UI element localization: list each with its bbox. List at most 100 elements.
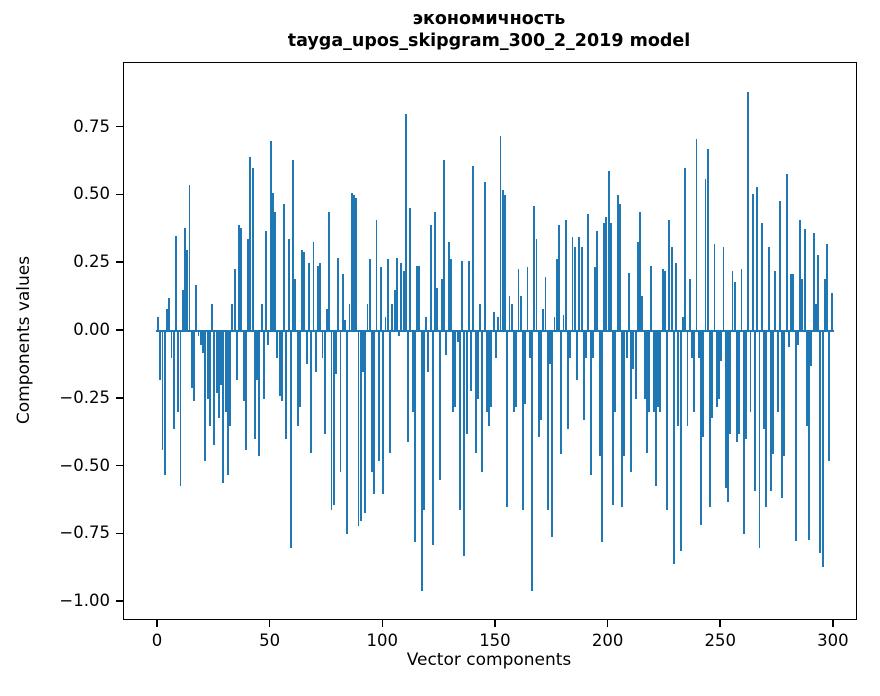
bar <box>722 246 725 331</box>
bar <box>224 331 227 413</box>
bar <box>826 244 829 331</box>
bar <box>364 331 367 513</box>
x-tick-label: 200 <box>591 631 624 650</box>
y-tick-label: 0.00 <box>73 320 110 339</box>
bar <box>359 331 362 521</box>
bar <box>166 309 168 331</box>
bar <box>208 331 211 426</box>
bar <box>517 268 520 331</box>
bar <box>362 331 364 372</box>
bar <box>751 194 754 331</box>
bar <box>420 331 423 592</box>
bar <box>238 225 241 331</box>
bar <box>666 331 669 510</box>
y-tick-label: −0.75 <box>59 523 110 543</box>
bar <box>819 331 822 554</box>
bar <box>337 257 340 331</box>
bar <box>641 295 644 331</box>
bar <box>814 303 817 331</box>
bar <box>616 195 619 331</box>
bar <box>578 237 581 331</box>
bar <box>393 290 396 331</box>
bar <box>612 331 615 505</box>
bar <box>627 272 630 331</box>
bar <box>533 206 536 331</box>
y-tick-label: −1.00 <box>59 591 110 611</box>
bar <box>704 179 707 331</box>
bar <box>794 331 797 542</box>
bar <box>634 331 637 399</box>
bar <box>310 331 313 453</box>
bar <box>395 257 398 331</box>
bar <box>625 331 628 359</box>
bar <box>197 331 200 337</box>
bar <box>661 268 664 331</box>
bar <box>285 331 288 440</box>
bar <box>537 331 540 437</box>
bar <box>632 331 635 369</box>
bar <box>727 331 729 502</box>
bar <box>510 303 513 331</box>
y-tick-label: 0.75 <box>73 116 110 136</box>
bar <box>492 312 495 331</box>
bar <box>587 214 590 331</box>
bar <box>335 331 337 375</box>
bar <box>328 211 331 331</box>
bar <box>645 331 648 453</box>
bar <box>600 331 603 543</box>
bar <box>688 279 691 331</box>
bar <box>188 184 191 331</box>
bar <box>265 230 268 331</box>
bar <box>670 246 673 331</box>
bar <box>765 331 768 508</box>
bar <box>738 331 741 435</box>
bar <box>573 246 576 331</box>
bar <box>438 331 441 481</box>
y-tick-label: −0.25 <box>59 387 110 407</box>
bar <box>618 203 621 331</box>
y-tick-mark <box>116 600 123 602</box>
bar <box>251 168 254 331</box>
bar <box>431 331 434 546</box>
y-tick-mark <box>116 193 123 196</box>
bar <box>731 271 734 331</box>
bar <box>650 265 653 331</box>
bar <box>271 192 274 331</box>
bar <box>472 165 475 331</box>
bar <box>774 271 777 331</box>
bar <box>636 241 639 331</box>
bar <box>179 331 182 486</box>
bar <box>413 331 416 543</box>
bar <box>817 255 820 331</box>
bar <box>742 331 745 535</box>
bar <box>598 331 601 456</box>
bar <box>308 263 310 331</box>
bar <box>659 331 662 413</box>
bar <box>242 331 245 402</box>
bar <box>767 246 770 331</box>
bar <box>199 331 202 345</box>
bar <box>524 331 527 405</box>
bar <box>391 303 394 331</box>
bar <box>375 219 378 331</box>
bar <box>298 331 301 407</box>
bar <box>623 331 626 456</box>
chart-title: экономичность tayga_upos_skipgram_300_2_… <box>123 9 855 52</box>
bar <box>274 211 277 331</box>
bar <box>799 219 802 331</box>
bar <box>418 265 421 331</box>
x-tick-mark <box>268 619 271 627</box>
bar <box>506 331 509 508</box>
bar <box>483 181 486 331</box>
bar <box>305 331 308 364</box>
bar <box>380 267 382 331</box>
bar <box>382 331 385 494</box>
bar <box>715 331 718 407</box>
bar <box>614 331 617 413</box>
bar <box>769 331 772 491</box>
bar <box>499 135 502 331</box>
bar <box>461 260 464 331</box>
bar <box>654 331 657 486</box>
bar <box>283 203 286 331</box>
